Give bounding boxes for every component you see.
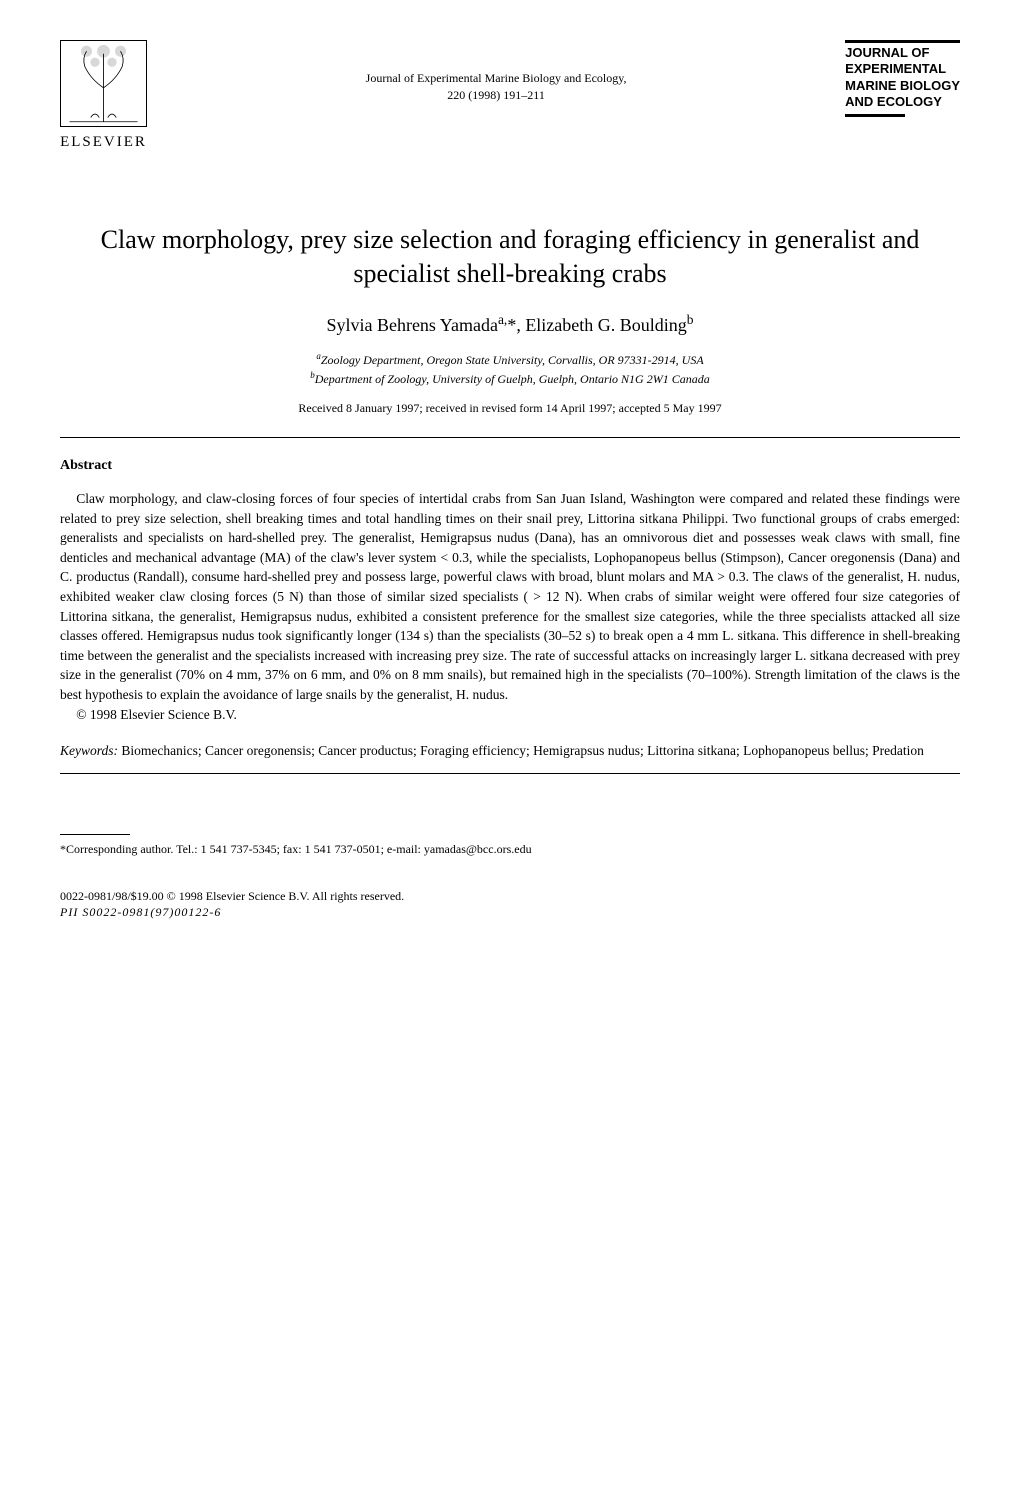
header-row: ELSEVIER Journal of Experimental Marine … (60, 40, 960, 153)
divider (845, 40, 960, 43)
journal-ref-line1: Journal of Experimental Marine Biology a… (147, 70, 845, 87)
divider (60, 773, 960, 774)
affiliation-row: aZoology Department, Oregon State Univer… (60, 350, 960, 369)
article-title: Claw morphology, prey size selection and… (60, 223, 960, 291)
affiliation-row: bDepartment of Zoology, University of Gu… (60, 369, 960, 388)
author-affil-sup: b (687, 312, 694, 327)
issn-line: 0022-0981/98/$19.00 © 1998 Elsevier Scie… (60, 888, 960, 905)
pii-line: PII S0022-0981(97)00122-6 (60, 904, 960, 921)
pii-value: S0022-0981(97)00122-6 (82, 905, 221, 919)
publisher-logo-block: ELSEVIER (60, 40, 147, 153)
publisher-name: ELSEVIER (60, 132, 147, 153)
received-line: Received 8 January 1997; received in rev… (60, 400, 960, 417)
footnote-divider (60, 834, 130, 835)
journal-reference: Journal of Experimental Marine Biology a… (147, 40, 845, 104)
corresponding-mark: * (507, 315, 516, 335)
keywords-text: Biomechanics; Cancer oregonensis; Cancer… (118, 743, 924, 758)
divider (845, 114, 905, 117)
affil-text: Department of Zoology, University of Gue… (315, 372, 710, 386)
journal-name-block: JOURNAL OF EXPERIMENTAL MARINE BIOLOGY A… (845, 40, 960, 117)
affiliations: aZoology Department, Oregon State Univer… (60, 350, 960, 388)
journal-name-line: EXPERIMENTAL (845, 61, 960, 77)
author-affil-sup: a, (498, 312, 507, 327)
pii-label: PII (60, 905, 82, 919)
corresponding-footnote: *Corresponding author. Tel.: 1 541 737-5… (60, 841, 960, 858)
elsevier-tree-icon (60, 40, 147, 127)
keywords-label: Keywords: (60, 743, 118, 758)
author-name: , Elizabeth G. Boulding (516, 315, 686, 335)
journal-name-line: MARINE BIOLOGY (845, 78, 960, 94)
journal-ref-line2: 220 (1998) 191–211 (147, 87, 845, 104)
authors-line: Sylvia Behrens Yamadaa,*, Elizabeth G. B… (60, 311, 960, 338)
abstract-body: Claw morphology, and claw-closing forces… (60, 489, 960, 704)
affil-text: Zoology Department, Oregon State Univers… (321, 353, 704, 367)
divider (60, 437, 960, 438)
keywords-block: Keywords: Biomechanics; Cancer oregonens… (60, 741, 960, 761)
author-name: Sylvia Behrens Yamada (326, 315, 497, 335)
abstract-heading: Abstract (60, 456, 960, 476)
journal-name-line: JOURNAL OF (845, 45, 960, 61)
footnote-text: Corresponding author. Tel.: 1 541 737-53… (66, 842, 532, 856)
abstract-copyright: © 1998 Elsevier Science B.V. (60, 706, 960, 725)
journal-name-line: AND ECOLOGY (845, 94, 960, 110)
